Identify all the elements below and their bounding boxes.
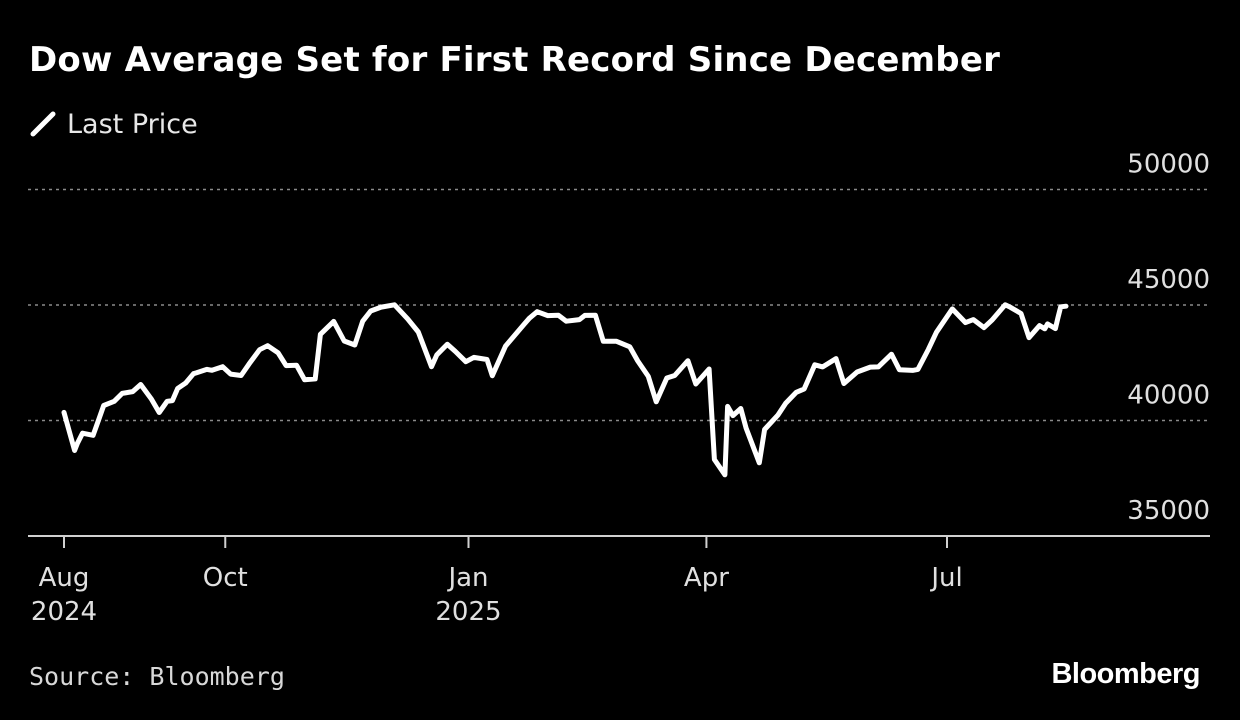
x-tick-label: Apr (684, 563, 729, 593)
x-tick-label: Oct (203, 563, 248, 593)
x-tick-label: Jul (929, 563, 962, 593)
chart-legend: Last Price (29, 108, 198, 140)
chart-title: Dow Average Set for First Record Since D… (29, 40, 1001, 80)
source-note: Source: Bloomberg (29, 662, 285, 691)
legend-label-last-price: Last Price (67, 108, 198, 140)
x-tick-label: Aug (39, 563, 90, 593)
y-tick-label: 50000 (1127, 150, 1210, 180)
y-tick-label: 35000 (1127, 496, 1210, 526)
bloomberg-logo: Bloomberg (1051, 658, 1200, 690)
x-tick-label: Jan (446, 563, 488, 593)
x-tick-year-label: 2025 (435, 597, 501, 627)
series-line-last-price (61, 302, 1069, 478)
y-tick-label: 45000 (1127, 265, 1210, 295)
y-tick-label: 40000 (1127, 381, 1210, 411)
x-tick-year-label: 2024 (31, 597, 97, 627)
line-legend-icon (30, 111, 56, 137)
